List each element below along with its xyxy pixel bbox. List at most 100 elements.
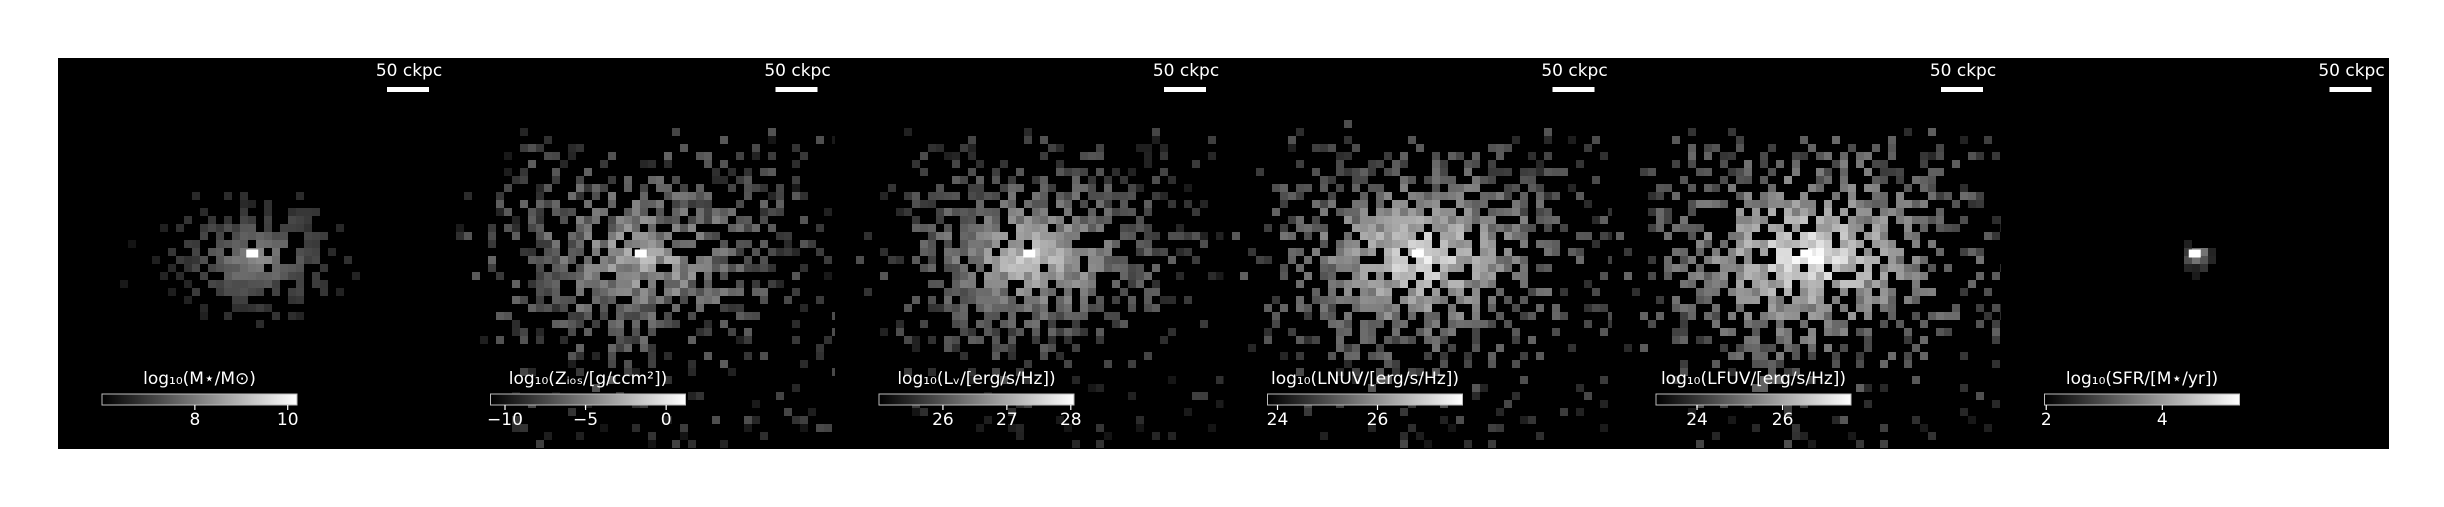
pixel [1480, 232, 1488, 240]
pixel [1368, 304, 1376, 312]
pixel [1552, 192, 1560, 200]
pixel [1040, 272, 1048, 280]
pixel [1168, 200, 1176, 208]
pixel [1128, 360, 1136, 368]
pixel [1448, 240, 1456, 248]
pixel [1496, 408, 1504, 416]
pixel [1536, 352, 1544, 360]
pixel [1104, 184, 1112, 192]
pixel [1432, 200, 1440, 208]
pixel [1672, 136, 1680, 144]
pixel [1744, 216, 1752, 224]
pixel [1072, 256, 1080, 264]
pixel [1072, 232, 1080, 240]
pixel [1032, 200, 1040, 208]
pixel [544, 304, 552, 312]
pixel [1656, 312, 1664, 320]
pixel [1000, 160, 1008, 168]
pixel [256, 304, 264, 312]
pixel [1392, 160, 1400, 168]
pixel [1040, 152, 1048, 160]
pixel [1432, 344, 1440, 352]
pixel [1056, 264, 1064, 272]
pixel [1280, 264, 1288, 272]
pixel [736, 312, 744, 320]
pixel [1104, 216, 1112, 224]
pixel [1088, 192, 1096, 200]
pixel [1968, 416, 1976, 424]
pixel [1928, 432, 1936, 440]
pixel [520, 336, 528, 344]
pixel [1568, 248, 1576, 256]
pixel [1800, 256, 1808, 264]
pixel [512, 320, 520, 328]
pixel [952, 160, 960, 168]
pixel [600, 160, 608, 168]
pixel [640, 160, 648, 168]
pixel [1816, 184, 1824, 192]
pixel [576, 272, 584, 280]
pixel [1096, 168, 1104, 176]
pixel [264, 224, 272, 232]
pixel [1504, 184, 1512, 192]
pixel [1528, 176, 1536, 184]
pixel [1744, 336, 1752, 344]
pixel [632, 216, 640, 224]
pixel [656, 176, 664, 184]
pixel [576, 304, 584, 312]
pixel [1872, 280, 1880, 288]
pixel [1488, 232, 1496, 240]
pixel [1680, 312, 1688, 320]
pixel [1432, 272, 1440, 280]
pixel [1104, 208, 1112, 216]
pixel [1480, 280, 1488, 288]
pixel [1984, 136, 1992, 144]
pixel [1856, 152, 1864, 160]
pixel [1744, 160, 1752, 168]
pixel [1512, 136, 1520, 144]
pixel [1088, 264, 1096, 272]
colorbar-tick-label: −10 [487, 410, 523, 430]
pixel [656, 232, 664, 240]
pixel [1640, 168, 1648, 176]
pixel [680, 296, 688, 304]
pixel [1912, 296, 1920, 304]
pixel [752, 264, 760, 272]
pixel [1064, 248, 1072, 256]
pixel [1864, 184, 1872, 192]
pixel [1320, 264, 1328, 272]
pixel [1360, 232, 1368, 240]
pixel [960, 240, 968, 248]
pixel [984, 312, 992, 320]
pixel [1648, 168, 1656, 176]
pixel [1848, 184, 1856, 192]
pixel [1272, 208, 1280, 216]
pixel [984, 248, 992, 256]
pixel [1112, 256, 1120, 264]
pixel [752, 224, 760, 232]
pixel [1752, 224, 1760, 232]
pixel [232, 256, 240, 264]
pixel [984, 208, 992, 216]
pixel [1992, 328, 2000, 336]
pixel [1400, 184, 1408, 192]
pixel [568, 408, 576, 416]
pixel [1032, 296, 1040, 304]
pixel [1024, 304, 1032, 312]
pixel [1352, 216, 1360, 224]
pixel [952, 208, 960, 216]
pixel [960, 248, 968, 256]
pixel [1056, 192, 1064, 200]
pixel [1784, 256, 1792, 264]
pixel [976, 240, 984, 248]
pixel [1856, 272, 1864, 280]
pixel [616, 336, 624, 344]
pixel [1344, 344, 1352, 352]
pixel [1936, 312, 1944, 320]
pixel [1600, 424, 1608, 432]
pixel [1416, 208, 1424, 216]
pixel [744, 224, 752, 232]
pixel [1064, 240, 1072, 248]
pixel [1920, 256, 1928, 264]
pixel [648, 432, 656, 440]
